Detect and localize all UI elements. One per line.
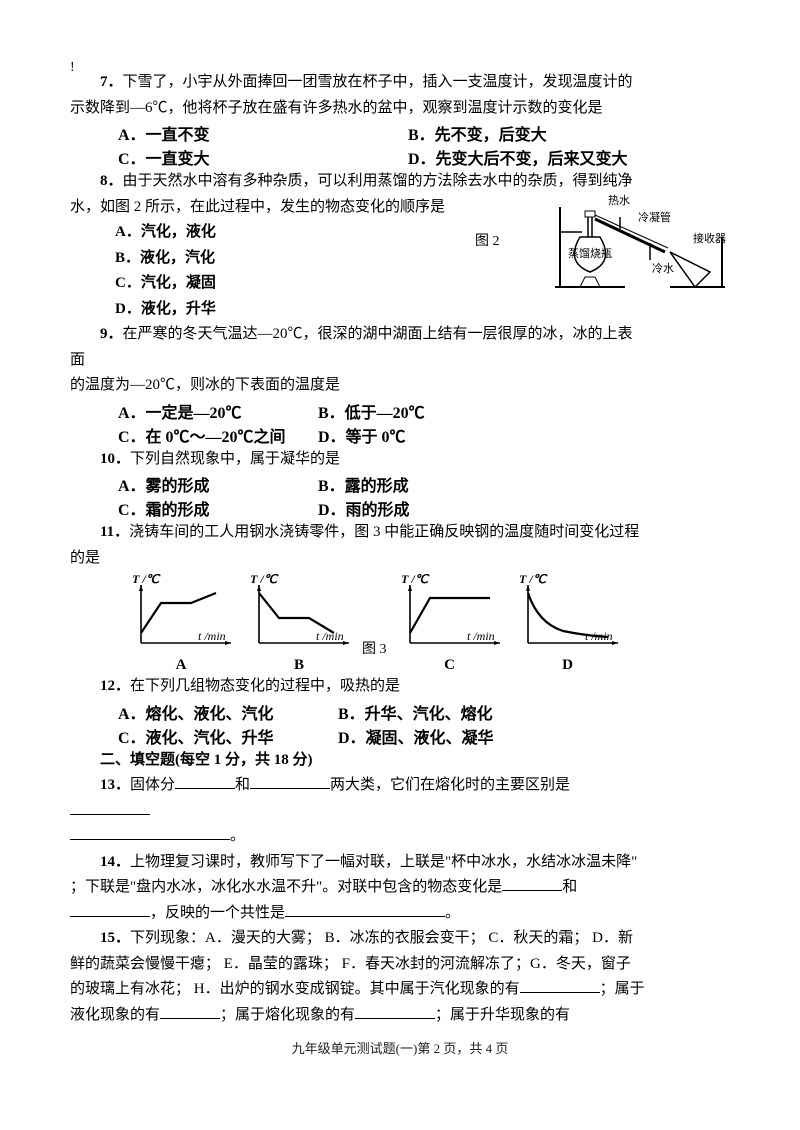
q9-optA: A．一定是—20℃ bbox=[118, 399, 318, 423]
q15-line1: 15．下列现象：A．漫天的大雾； B．冰冻的衣服会变干； C．秋天的霜； D．新 bbox=[70, 926, 730, 952]
chart-C-label: C bbox=[444, 657, 455, 674]
q9-optB: B．低于—20℃ bbox=[318, 399, 425, 423]
q10-optB: B．露的形成 bbox=[318, 472, 409, 496]
q10-options-row1: A．雾的形成 B．露的形成 bbox=[70, 472, 730, 496]
q11-number: 11． bbox=[100, 524, 129, 540]
svg-text:T /℃: T /℃ bbox=[401, 573, 430, 586]
q13-blank2 bbox=[250, 788, 330, 789]
q10-options-row2: C．霜的形成 D．雨的形成 bbox=[70, 496, 730, 520]
q10-number: 10． bbox=[100, 451, 130, 467]
svg-text:接收器: 接收器 bbox=[693, 231, 726, 245]
q12-options-row2: C．液化、汽化、升华 D．凝固、液化、凝华 bbox=[70, 724, 730, 748]
q11-charts: T /℃ t /min A T /℃ t /min B 图 3 bbox=[126, 573, 730, 674]
q13-blank3 bbox=[70, 814, 150, 815]
q9-number: 9． bbox=[100, 326, 123, 342]
chart-A: T /℃ t /min A bbox=[126, 573, 236, 674]
q13-number: 13． bbox=[100, 777, 130, 793]
q10-optD: D．雨的形成 bbox=[318, 496, 410, 520]
q14-line3: ，反映的一个共性是。 bbox=[70, 901, 730, 927]
q14-line2: ；下联是"盘内水冰，冰化水水温不升"。对联中包含的物态变化是和 bbox=[70, 875, 730, 901]
q7-optD: D．先变大后不变，后来又变大 bbox=[408, 145, 628, 169]
page-footer: 九年级单元测试题(一)第 2 页，共 4 页 bbox=[70, 1038, 730, 1060]
q15-number: 15． bbox=[100, 930, 130, 946]
svg-text:冷凝管: 冷凝管 bbox=[638, 210, 671, 224]
q8-text: 8．由于天然水中溶有多种杂质，可以利用蒸馏的方法除去水中的杂质，得到纯净 bbox=[70, 169, 730, 195]
q7-optA: A．一直不变 bbox=[118, 121, 408, 145]
chart-D-label: D bbox=[562, 657, 573, 674]
q14-number: 14． bbox=[100, 854, 130, 870]
q13-text: 13．固体分和两大类，它们在熔化时的主要区别是 bbox=[70, 773, 730, 799]
q15-blank2 bbox=[160, 1018, 220, 1019]
q7-text: 7．下雪了，小宇从外面捧回一团雪放在杯子中，插入一支温度计，发现温度计的 bbox=[70, 70, 730, 96]
q15-blank1 bbox=[520, 992, 600, 993]
q7-optB: B．先不变，后变大 bbox=[408, 121, 547, 145]
q14-blank1 bbox=[502, 890, 562, 891]
q9-optC: C．在 0℃～—20℃之间 bbox=[118, 423, 318, 447]
chart-C-svg: T /℃ t /min bbox=[395, 573, 505, 655]
q13-end: 。 bbox=[70, 824, 730, 850]
svg-text:t /min: t /min bbox=[585, 629, 613, 643]
svg-text:t /min: t /min bbox=[467, 629, 495, 643]
svg-text:T /℃: T /℃ bbox=[519, 573, 548, 586]
svg-text:蒸馏烧瓶: 蒸馏烧瓶 bbox=[568, 246, 612, 260]
chart-D: T /℃ t /min D bbox=[513, 573, 623, 674]
q15-line2: 鲜的蔬菜会慢慢干瘪； E．晶莹的露珠； F．春天冰封的河流解冻了；G．冬天，窗子 bbox=[70, 952, 730, 978]
q14-blank2 bbox=[70, 916, 150, 917]
q12-options-row1: A．熔化、液化、汽化 B．升华、汽化、熔化 bbox=[70, 700, 730, 724]
q14-line1: 14．上物理复习课时，教师写下了一幅对联，上联是"杯中冰水，水结冰冰温未降" bbox=[70, 850, 730, 876]
q12-optB: B．升华、汽化、熔化 bbox=[338, 700, 493, 724]
svg-text:冷水: 冷水 bbox=[652, 262, 674, 275]
q13-blank4 bbox=[70, 839, 230, 840]
q9-text2: 面 bbox=[70, 348, 730, 374]
q9-text: 9．在严寒的冬天气温达—20℃，很深的湖中湖面上结有一层很厚的冰，冰的上表 bbox=[70, 322, 730, 348]
section2-heading: 二、填空题(每空 1 分，共 18 分) bbox=[70, 748, 730, 774]
q14-blank3 bbox=[285, 916, 445, 917]
svg-text:T /℃: T /℃ bbox=[250, 573, 279, 586]
page-root: ! 7．下雪了，小宇从外面捧回一团雪放在杯子中，插入一支温度计，发现温度计的 示… bbox=[0, 0, 800, 1080]
chart-B-label: B bbox=[294, 657, 304, 674]
svg-text:热水: 热水 bbox=[608, 194, 630, 207]
q7-text2: 示数降到—6℃，他将杯子放在盛有许多热水的盆中，观察到温度计示数的变化是 bbox=[70, 96, 730, 122]
chart-C: T /℃ t /min C bbox=[395, 573, 505, 674]
q12-number: 12． bbox=[100, 678, 130, 694]
q12-optC: C．液化、汽化、升华 bbox=[118, 724, 338, 748]
q13-blank1 bbox=[175, 788, 235, 789]
q15-line4: 液化现象的有；属于熔化现象的有；属于升华现象的有 bbox=[70, 1003, 730, 1029]
q9-options-row2: C．在 0℃～—20℃之间 D．等于 0℃ bbox=[70, 423, 730, 447]
q13-blank3-line bbox=[70, 799, 730, 825]
chart-B-svg: T /℃ t /min bbox=[244, 573, 354, 655]
chart-A-svg: T /℃ t /min bbox=[126, 573, 236, 655]
q7-optC: C．一直变大 bbox=[118, 145, 408, 169]
q7-options-row2: C．一直变大 D．先变大后不变，后来又变大 bbox=[70, 145, 730, 169]
dirty-marker: ! bbox=[70, 60, 75, 76]
figure-2: 热水 冷凝管 接收器 蒸馏烧瓶 冷水 bbox=[550, 187, 730, 302]
chart-D-svg: T /℃ t /min bbox=[513, 573, 623, 655]
q10-text: 10．下列自然现象中，属于凝华的是 bbox=[70, 447, 730, 473]
q11-text2: 的是 bbox=[70, 546, 730, 572]
q9-options-row1: A．一定是—20℃ B．低于—20℃ bbox=[70, 399, 730, 423]
q9-optD: D．等于 0℃ bbox=[318, 423, 406, 447]
q12-text: 12．在下列几组物态变化的过程中，吸热的是 bbox=[70, 674, 730, 700]
figure-2-caption: 图 2 bbox=[475, 230, 500, 250]
q12-optD: D．凝固、液化、凝华 bbox=[338, 724, 494, 748]
q12-optA: A．熔化、液化、汽化 bbox=[118, 700, 338, 724]
figure-3-caption: 图 3 bbox=[362, 638, 387, 658]
svg-text:t /min: t /min bbox=[198, 629, 226, 643]
distillation-diagram-icon: 热水 冷凝管 接收器 蒸馏烧瓶 冷水 bbox=[550, 187, 730, 297]
q15-blank3 bbox=[355, 1018, 435, 1019]
q7-number: 7． bbox=[100, 74, 123, 90]
q8-number: 8． bbox=[100, 173, 123, 189]
chart-A-label: A bbox=[176, 657, 187, 674]
q10-optC: C．霜的形成 bbox=[118, 496, 318, 520]
q15-line3: 的玻璃上有冰花； H．出炉的钢水变成钢锭。其中属于汽化现象的有；属于 bbox=[70, 977, 730, 1003]
svg-text:T /℃: T /℃ bbox=[132, 573, 161, 586]
q10-optA: A．雾的形成 bbox=[118, 472, 318, 496]
q7-options-row1: A．一直不变 B．先不变，后变大 bbox=[70, 121, 730, 145]
q11-text: 11．浇铸车间的工人用钢水浇铸零件，图 3 中能正确反映钢的温度随时间变化过程 bbox=[70, 520, 730, 546]
svg-text:t /min: t /min bbox=[316, 629, 344, 643]
chart-B: T /℃ t /min B bbox=[244, 573, 354, 674]
q9-text3: 的温度为—20℃，则冰的下表面的温度是 bbox=[70, 373, 730, 399]
